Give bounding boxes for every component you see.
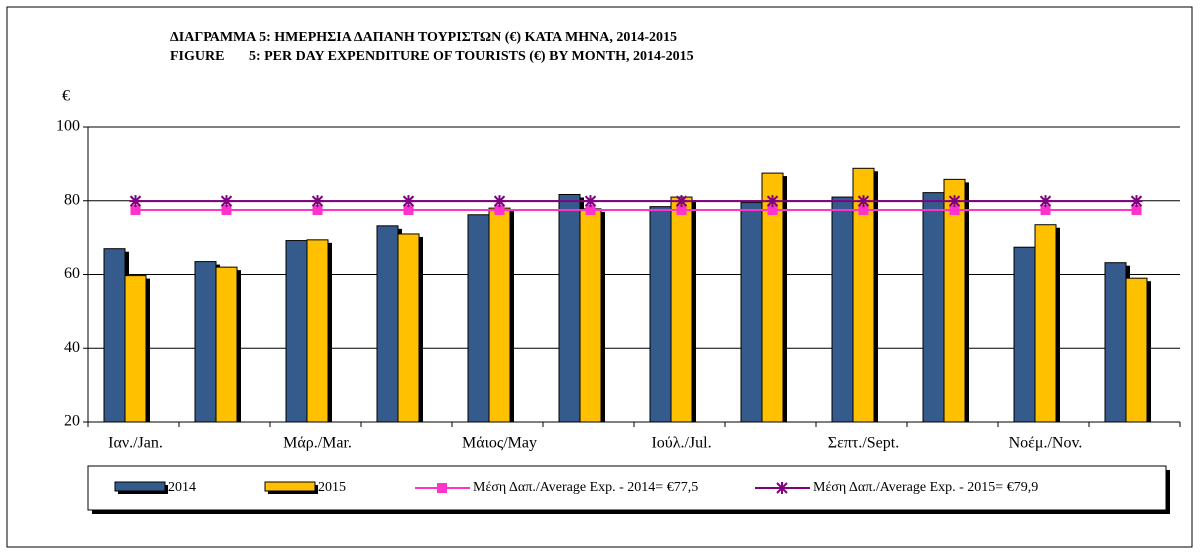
bar	[761, 172, 784, 423]
bar	[740, 202, 763, 423]
line-marker	[494, 204, 505, 215]
y-tick-label: 60	[64, 265, 80, 282]
line-marker	[1040, 204, 1051, 215]
line-marker	[676, 204, 687, 215]
line-marker	[857, 195, 870, 208]
legend-label: 2015	[318, 480, 346, 495]
legend-swatch	[114, 481, 166, 492]
bar	[649, 206, 672, 423]
bar	[124, 275, 147, 423]
line-marker	[675, 195, 688, 208]
bar	[579, 208, 602, 423]
line-marker	[948, 195, 961, 208]
line-marker	[767, 204, 778, 215]
y-tick-label: 40	[64, 339, 80, 356]
bar	[922, 192, 945, 423]
line-marker	[402, 195, 415, 208]
x-tick-label: Μάιος/May	[462, 435, 537, 452]
bar	[306, 239, 329, 423]
x-tick-label: Ιούλ./Jul.	[651, 435, 711, 452]
legend-swatch	[264, 481, 316, 492]
bar	[1013, 246, 1036, 423]
line-marker	[493, 195, 506, 208]
legend-marker	[437, 483, 447, 493]
bar	[194, 261, 217, 423]
x-tick-label: Νοέμ./Nov.	[1009, 435, 1083, 452]
bar	[376, 225, 399, 423]
bar	[831, 196, 854, 423]
line-marker	[766, 195, 779, 208]
bar	[558, 193, 581, 423]
line-marker	[1039, 195, 1052, 208]
bar	[285, 240, 308, 423]
y-tick-label: 80	[64, 191, 80, 208]
bar	[1034, 224, 1057, 423]
chart-title: ΔΙΑΓΡΑΜΜΑ 5: ΗΜΕΡΗΣΙΑ ΔΑΠΑΝΗ ΤΟΥΡΙΣΤΩΝ (…	[170, 30, 677, 45]
bar	[397, 233, 420, 423]
bar	[670, 196, 693, 423]
y-tick-label: 20	[64, 413, 80, 430]
legend-label: 2014	[168, 480, 196, 495]
line-marker	[311, 195, 324, 208]
line-marker	[403, 204, 414, 215]
bar	[1125, 277, 1148, 423]
line-marker	[130, 204, 141, 215]
y-axis-label: €	[62, 88, 70, 105]
legend-label: Μέση Δαπ./Average Exp. - 2014= €77,5	[473, 480, 698, 495]
line-marker	[1131, 204, 1142, 215]
bar	[488, 207, 511, 423]
x-tick-label: Σεπτ./Sept.	[828, 435, 899, 452]
bar	[1104, 262, 1127, 423]
legend-marker	[776, 482, 788, 494]
bar	[215, 266, 238, 423]
line-marker	[221, 204, 232, 215]
line-marker	[312, 204, 323, 215]
x-tick-label: Ιαν./Jan.	[108, 435, 163, 452]
line-marker	[585, 204, 596, 215]
bar	[943, 178, 966, 423]
bar	[103, 248, 126, 423]
line-marker	[858, 204, 869, 215]
line-marker	[220, 195, 233, 208]
x-tick-label: Μάρ./Mar.	[283, 435, 352, 452]
line-marker	[1130, 195, 1143, 208]
line-marker	[584, 195, 597, 208]
line-marker	[949, 204, 960, 215]
bar	[467, 214, 490, 423]
bar	[852, 167, 875, 423]
y-tick-label: 100	[56, 118, 80, 135]
line-marker	[129, 195, 142, 208]
legend-label: Μέση Δαπ./Average Exp. - 2015= €79,9	[813, 480, 1038, 495]
chart-subtitle: FIGURE 5: PER DAY EXPENDITURE OF TOURIST…	[170, 49, 694, 64]
